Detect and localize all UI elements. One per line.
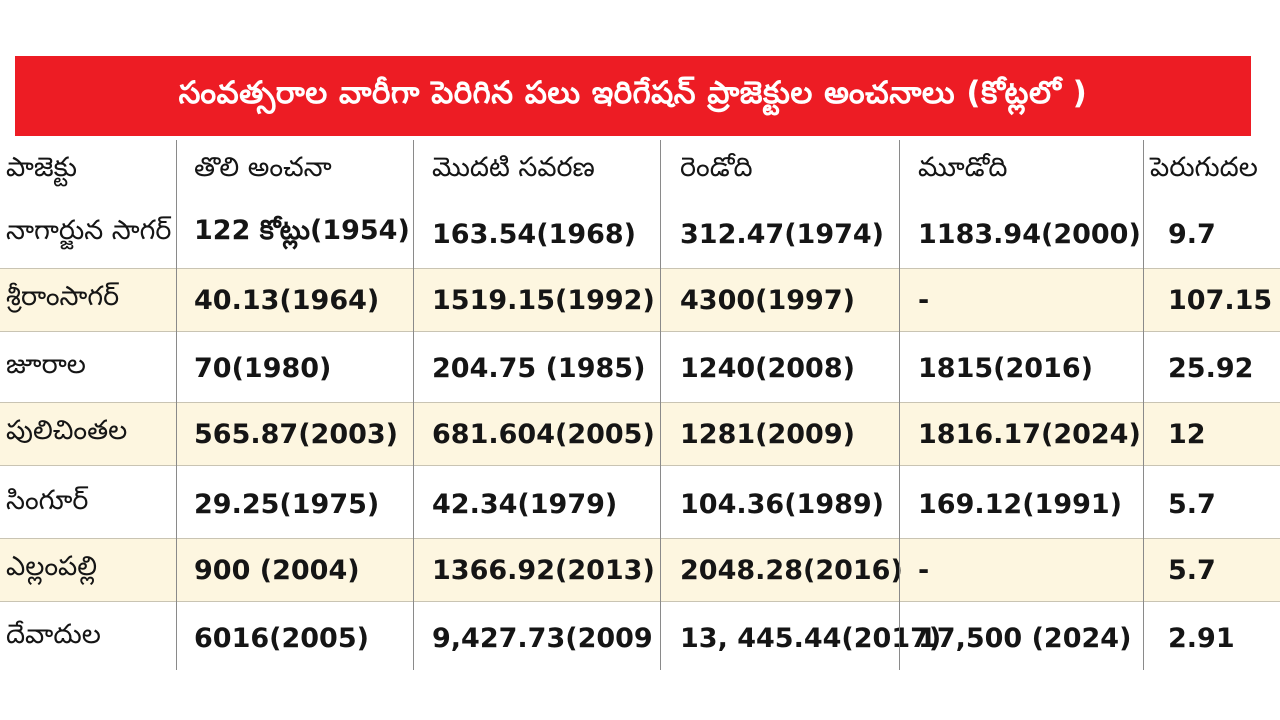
table-title-banner: సంవత్సరాల వారీగా పెరిగిన పలు ఇరిగేషన్ ప్… [15,56,1251,136]
increase-factor: 5.7 [1168,554,1216,586]
column-divider [413,140,414,670]
header-project: పాజెక్టు [6,152,78,183]
increase-factor: 25.92 [1168,352,1254,384]
project-name: జూరాల [6,349,86,380]
second-revision: 4300(1997) [680,284,855,316]
initial-estimate: 29.25(1975) [194,488,380,520]
increase-factor: 9.7 [1168,218,1216,250]
table-header-row: పాజెక్టు తొలి అంచనా మొదటి సవరణ రెండోది మూడోద… [0,140,1280,202]
column-divider [899,140,900,670]
header-increase: పెరుగుదల [1150,152,1258,183]
initial-estimate: 900 (2004) [194,554,360,586]
initial-estimate: 70(1980) [194,352,332,384]
second-revision: 1240(2008) [680,352,855,384]
project-name: శ్రీరాంసాగర్ [6,281,120,312]
column-divider [660,140,661,670]
third-revision: - [918,284,930,316]
table-row: శ్రీరాంసాగర్ 40.13(1964) 1519.15(1992) 4300… [0,268,1280,332]
header-second-revision: రెండోది [680,152,753,183]
first-revision: 42.34(1979) [432,488,618,520]
second-revision: 104.36(1989) [680,488,885,520]
table-row: నాగార్జున సాగర్ 122 కోట్లు(1954) 163.54(19… [0,202,1280,266]
project-name: సింగూర్ [6,485,89,516]
third-revision: - [918,554,930,586]
table-title: సంవత్సరాల వారీగా పెరిగిన పలు ఇరిగేషన్ ప్… [178,74,1088,111]
header-first-revision: మొదటి సవరణ [432,152,595,183]
project-name: దేవాదుల [6,619,101,650]
third-revision: 169.12(1991) [918,488,1123,520]
increase-factor: 12 [1168,418,1206,450]
table-row: ఎల్లంపల్లి 900 (2004) 1366.92(2013) 2048.28… [0,538,1280,602]
initial-estimate: 40.13(1964) [194,284,380,316]
header-initial-estimate: తొలి అంచనా [194,152,332,183]
third-revision: 1183.94(2000) [918,218,1141,250]
header-third-revision: మూడోది [918,152,1008,183]
increase-factor: 2.91 [1168,622,1235,654]
first-revision: 163.54(1968) [432,218,637,250]
first-revision: 1366.92(2013) [432,554,655,586]
increase-factor: 5.7 [1168,488,1216,520]
table-row: దేవాదుల 6016(2005) 9,427.73(2009 13, 445.44… [0,606,1280,670]
first-revision: 204.75 (1985) [432,352,646,384]
project-name: పులిచింతల [6,415,128,446]
second-revision: 1281(2009) [680,418,855,450]
project-name: ఎల్లంపల్లి [6,551,98,582]
estimates-table: పాజెక్టు తొలి అంచనా మొదటి సవరణ రెండోది మూడోద… [0,140,1280,670]
third-revision: 1816.17(2024) [918,418,1141,450]
column-divider [1143,140,1144,670]
second-revision: 312.47(1974) [680,218,885,250]
second-revision: 2048.28(2016) [680,554,903,586]
initial-estimate: 6016(2005) [194,622,369,654]
table-row: సింగూర్ 29.25(1975) 42.34(1979) 104.36(1989… [0,472,1280,536]
project-name: నాగార్జున సాగర్ [6,215,172,246]
initial-estimate: 565.87(2003) [194,418,399,450]
initial-estimate: 122 కోట్లు(1954) [194,215,410,246]
column-divider [176,140,177,670]
first-revision: 1519.15(1992) [432,284,655,316]
first-revision: 9,427.73(2009 [432,622,653,654]
third-revision: 1815(2016) [918,352,1093,384]
table-row: జూరాల 70(1980) 204.75 (1985) 1240(2008) 1815… [0,336,1280,400]
second-revision: 13, 445.44(2017) [680,622,942,654]
increase-factor: 107.15 [1168,284,1273,316]
third-revision: 17,500 (2024) [918,622,1132,654]
first-revision: 681.604(2005) [432,418,655,450]
table-row: పులిచింతల 565.87(2003) 681.604(2005) 1281(2… [0,402,1280,466]
